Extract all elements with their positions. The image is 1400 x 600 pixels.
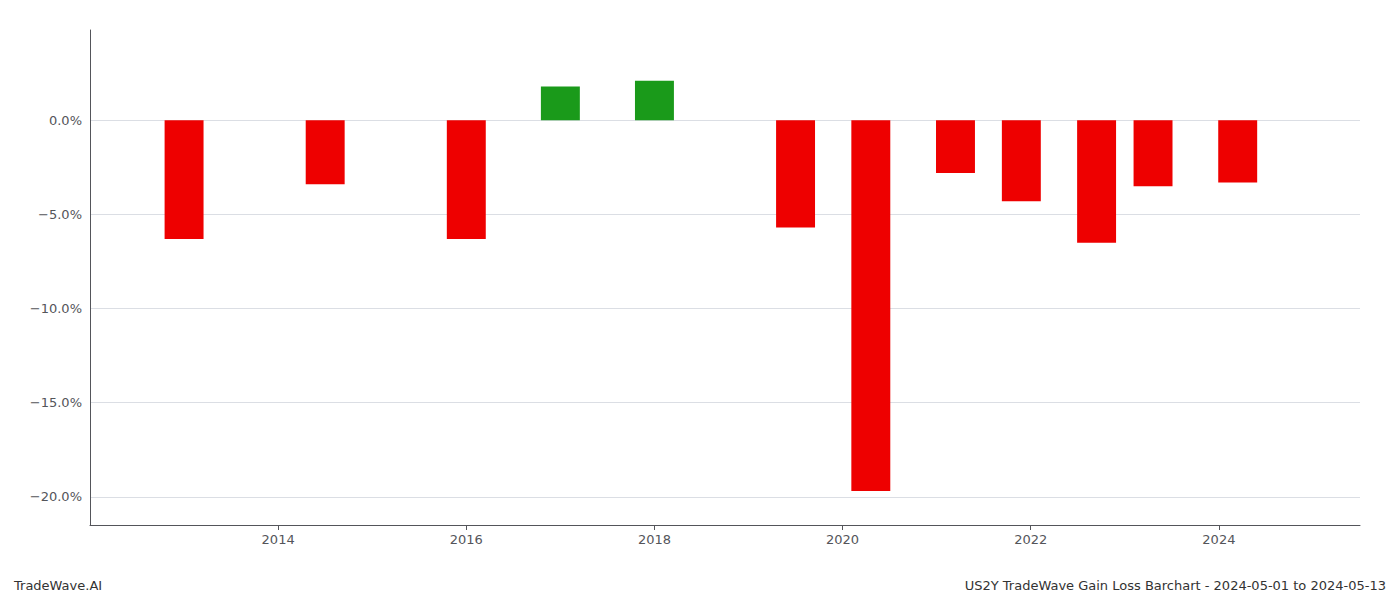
svg-text:2022: 2022 bbox=[1014, 532, 1047, 547]
svg-text:2018: 2018 bbox=[638, 532, 671, 547]
svg-text:2020: 2020 bbox=[826, 532, 859, 547]
svg-text:−10.0%: −10.0% bbox=[30, 301, 82, 316]
svg-text:US2Y TradeWave Gain Loss Barch: US2Y TradeWave Gain Loss Barchart - 2024… bbox=[965, 578, 1386, 593]
svg-text:0.0%: 0.0% bbox=[49, 113, 82, 128]
svg-text:TradeWave.AI: TradeWave.AI bbox=[13, 578, 102, 593]
svg-text:2016: 2016 bbox=[450, 532, 483, 547]
svg-text:−5.0%: −5.0% bbox=[38, 207, 82, 222]
svg-text:2014: 2014 bbox=[262, 532, 295, 547]
svg-text:−20.0%: −20.0% bbox=[30, 489, 82, 504]
svg-text:2024: 2024 bbox=[1202, 532, 1235, 547]
svg-text:−15.0%: −15.0% bbox=[30, 395, 82, 410]
